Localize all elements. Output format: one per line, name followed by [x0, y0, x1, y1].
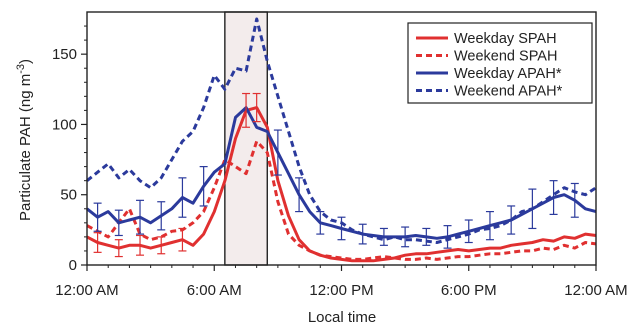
plot-frame: [86, 11, 597, 266]
legend-label: Weekend APAH*: [454, 84, 563, 100]
x-axis-title: Local time: [308, 309, 376, 326]
x-tick-label: 6:00 AM: [187, 282, 242, 299]
y-axis-title: Particulate PAH (ng m-3): [15, 59, 34, 221]
legend-label: Weekday SPAH: [454, 31, 557, 47]
y-tick-label: 50: [60, 187, 77, 204]
grid-and-axes: [81, 25, 597, 271]
series-line-weekday-spah: [86, 106, 597, 263]
x-tick-labels: 12:00 AM 6:00 AM 12:00 PM 6:00 PM 12:00 AM: [55, 282, 627, 299]
plot-border: [86, 11, 597, 266]
y-tick-label: 100: [52, 116, 77, 133]
x-tick-label: 12:00 PM: [309, 282, 373, 299]
y-axis-title-main: Particulate PAH (ng m: [17, 74, 34, 221]
x-tick-label: 6:00 PM: [441, 282, 497, 299]
y-axis-title-close: ): [17, 59, 34, 64]
y-tick-label: 0: [69, 257, 77, 274]
x-tick-label: 12:00 AM: [564, 282, 627, 299]
legend-label: Weekend SPAH: [454, 49, 557, 65]
y-axis-title-superscript: -3: [15, 64, 27, 74]
legend-label: Weekday APAH*: [454, 66, 562, 82]
x-tick-label: 12:00 AM: [55, 282, 118, 299]
error-bars: [93, 92, 579, 258]
series-line-weekend-spah: [86, 139, 597, 261]
y-tick-labels: 0 50 100 150: [52, 46, 77, 274]
y-tick-label: 150: [52, 46, 77, 63]
